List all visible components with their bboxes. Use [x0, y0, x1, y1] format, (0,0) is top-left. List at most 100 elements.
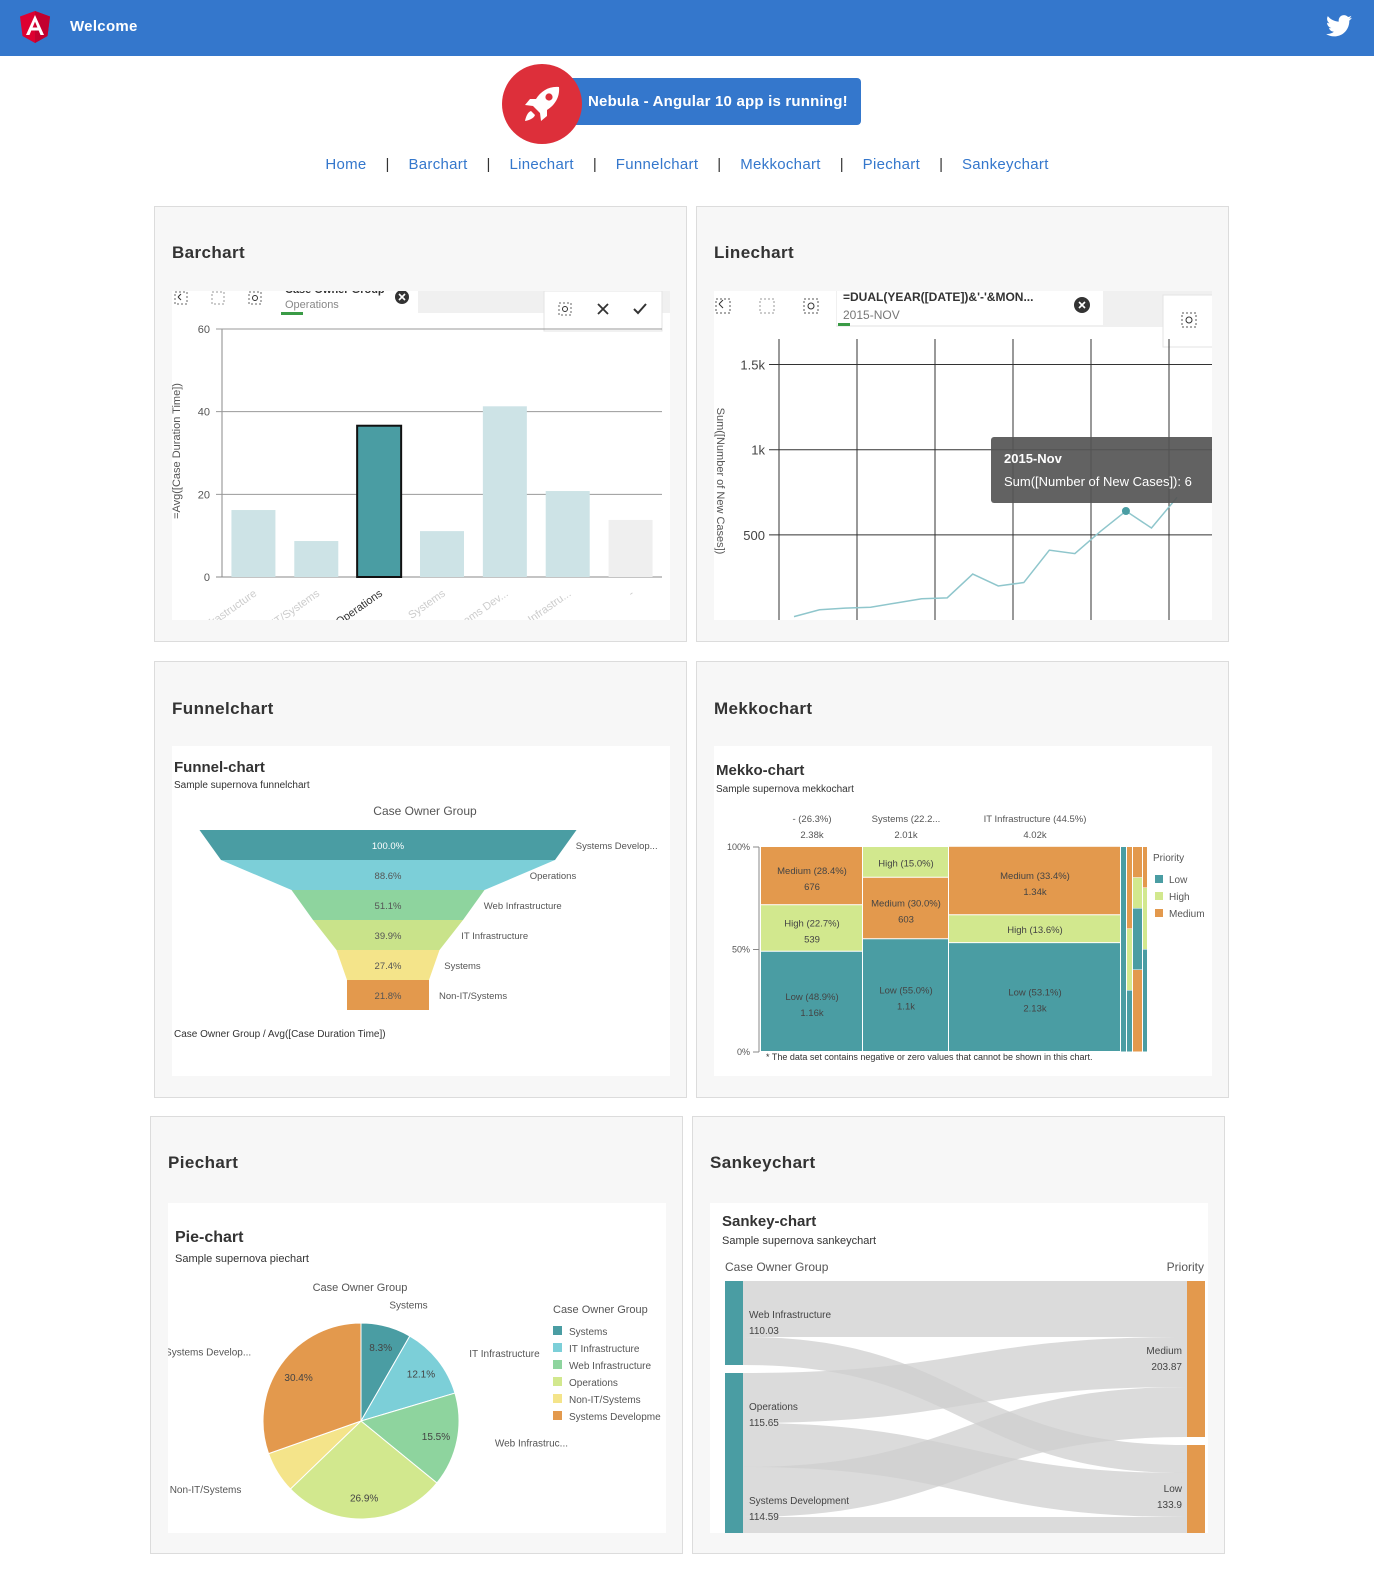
sankey-right-node[interactable] — [1187, 1445, 1205, 1533]
selection-back-icon[interactable] — [174, 291, 188, 305]
sankey-link[interactable] — [743, 1517, 1187, 1533]
selection-chip[interactable] — [837, 291, 1103, 325]
x-tick-label[interactable]: ...ems Dev... — [454, 588, 511, 620]
highlight-point[interactable] — [1121, 507, 1130, 516]
selection-forward-icon[interactable] — [759, 298, 775, 314]
sankey-left-node[interactable] — [725, 1373, 743, 1467]
nav-link-funnelchart[interactable]: Funnelchart — [615, 156, 699, 173]
sankey-left-node[interactable] — [725, 1467, 743, 1533]
chart-title: Mekko-chart — [716, 762, 805, 779]
mekko-segment[interactable] — [1133, 970, 1142, 1052]
mekko-segment-value: 2.13k — [1023, 1004, 1046, 1015]
x-tick-label[interactable]: Infrastru... — [526, 588, 573, 620]
x-tick-label[interactable]: ...IT/Systems — [263, 587, 323, 620]
mekko-segment[interactable] — [949, 846, 1120, 915]
legend-label[interactable]: High — [1169, 892, 1190, 903]
mekko-segment[interactable] — [1143, 888, 1147, 949]
mekko-segment[interactable] — [1127, 929, 1132, 990]
mekko-segment-label: Medium (33.4%) — [1000, 871, 1070, 882]
mekko-segment[interactable] — [863, 877, 948, 939]
pie-slice[interactable] — [359, 1392, 460, 1484]
legend-label[interactable]: Low — [1169, 875, 1188, 886]
x-tick-label[interactable]: Operations — [334, 587, 385, 620]
pie-slice[interactable] — [262, 1322, 362, 1455]
mekko-segment[interactable] — [1143, 949, 1147, 1052]
nav-link-mekkochart[interactable]: Mekkochart — [740, 156, 821, 173]
legend-label[interactable]: IT Infrastructure — [569, 1344, 640, 1355]
nav-link-home[interactable]: Home — [325, 156, 367, 173]
bar-y-axis-title: =Avg([Case Duration Time]) — [172, 383, 183, 519]
mekko-chart[interactable]: 0% 50% 100% - (26.3%) 2.38k Low (48.9%) 1.16k H… — [714, 746, 1212, 1076]
selection-back-icon[interactable] — [715, 298, 731, 314]
sankey-left-node[interactable] — [725, 1281, 743, 1365]
nav-link-piechart[interactable]: Piechart — [862, 156, 921, 173]
selection-clear-all-icon[interactable] — [248, 291, 262, 305]
selection-lasso-icon[interactable] — [1181, 312, 1197, 328]
mekko-segment[interactable] — [949, 943, 1120, 1051]
confirm-selection-icon[interactable] — [633, 303, 647, 315]
mekko-segment[interactable] — [949, 915, 1120, 943]
cancel-selection-icon[interactable] — [597, 303, 609, 315]
x-tick-label[interactable]: ...frastructure — [199, 588, 259, 620]
legend-label[interactable]: Medium — [1169, 909, 1205, 920]
bar[interactable] — [356, 424, 403, 578]
legend-label[interactable]: Systems — [569, 1327, 607, 1338]
funnel-chart[interactable]: Case Owner Group 100.0% Systems Develop..… — [172, 746, 670, 1076]
selection-chip-close-icon[interactable] — [1074, 297, 1090, 313]
legend-label[interactable]: Systems Developme — [569, 1412, 661, 1423]
selection-chip-close-icon[interactable] — [395, 291, 409, 304]
mekko-segment[interactable] — [761, 951, 862, 1051]
mekko-legend-title: Priority — [1153, 853, 1184, 864]
funnel-category-label: Web Infrastructure — [484, 901, 562, 912]
bar[interactable] — [420, 531, 464, 577]
legend-label[interactable]: Web Infrastructure — [569, 1361, 652, 1372]
pie-slice[interactable] — [289, 1420, 438, 1520]
mekko-segment[interactable] — [1127, 990, 1132, 1052]
mekko-segment[interactable] — [1127, 847, 1132, 929]
line-series[interactable] — [793, 496, 1178, 618]
line-chart[interactable]: =DUAL(YEAR([DATE])&'-'&MON... 2015-NOV 5… — [714, 291, 1212, 620]
sankey-link[interactable] — [743, 1337, 1187, 1423]
funnel-segment[interactable] — [336, 950, 440, 980]
funnel-segment[interactable] — [221, 860, 555, 890]
pie-category-label: Web Infrastruc... — [495, 1439, 568, 1450]
bar[interactable] — [545, 491, 590, 577]
tooltip-title: 2015-Nov — [1004, 451, 1063, 466]
sankey-link[interactable] — [743, 1387, 1187, 1517]
mekko-segment[interactable] — [1121, 847, 1126, 1052]
bar[interactable] — [608, 519, 653, 577]
funnel-segment[interactable] — [313, 920, 463, 950]
funnel-segment[interactable] — [347, 980, 429, 1010]
x-tick-label[interactable]: - — [626, 587, 636, 599]
mekko-segment[interactable] — [1143, 847, 1147, 888]
mekko-segment[interactable] — [1133, 908, 1142, 970]
bar-chart[interactable]: Case Owner Group Operations 0 20 40 60 ...f… — [172, 291, 670, 620]
sankey-link[interactable] — [743, 1281, 1187, 1337]
mekko-segment[interactable] — [1133, 847, 1142, 878]
legend-label[interactable]: Operations — [569, 1378, 618, 1389]
bar[interactable] — [231, 510, 276, 577]
selection-clear-all-icon[interactable] — [803, 298, 819, 314]
legend-label[interactable]: Non-IT/Systems — [569, 1395, 641, 1406]
selection-forward-icon[interactable] — [211, 291, 225, 305]
bar[interactable] — [482, 406, 527, 577]
x-tick-label[interactable]: Systems — [406, 587, 448, 620]
sankey-node-label: Operations — [749, 1402, 798, 1413]
mekko-segment[interactable] — [1133, 877, 1142, 908]
mekko-segment[interactable] — [863, 847, 948, 877]
mekko-segment[interactable] — [761, 847, 862, 905]
nav-link-barchart[interactable]: Barchart — [408, 156, 468, 173]
sankey-right-node[interactable] — [1187, 1281, 1205, 1437]
selection-chip[interactable] — [280, 291, 418, 313]
mekko-segment[interactable] — [761, 905, 862, 951]
selection-lasso-icon[interactable] — [558, 302, 572, 316]
sankey-chart[interactable]: Case Owner Group Priority Web Infrastruc… — [710, 1203, 1208, 1533]
funnel-segment[interactable] — [199, 830, 577, 860]
pie-chart[interactable]: Case Owner Group 8.3% Systems 12.1% IT Infr… — [168, 1203, 666, 1533]
bar[interactable] — [294, 541, 339, 577]
nav-link-sankeychart[interactable]: Sankeychart — [961, 156, 1049, 173]
mekko-segment[interactable] — [863, 939, 948, 1051]
nav-link-linechart[interactable]: Linechart — [509, 156, 574, 173]
twitter-icon[interactable] — [1326, 15, 1352, 37]
funnel-segment[interactable] — [291, 890, 485, 920]
